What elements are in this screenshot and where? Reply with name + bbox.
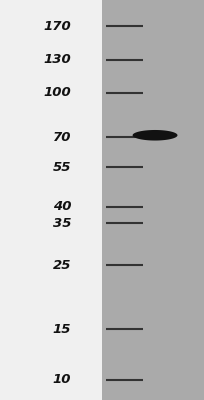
Text: 40: 40 — [53, 200, 71, 213]
Polygon shape — [133, 130, 177, 140]
Text: 55: 55 — [53, 161, 71, 174]
Bar — [0, 0, 102, 400]
Text: 15: 15 — [53, 323, 71, 336]
Text: 25: 25 — [53, 259, 71, 272]
Text: 170: 170 — [44, 20, 71, 33]
Text: 100: 100 — [44, 86, 71, 99]
Bar — [102, 0, 204, 400]
Text: 130: 130 — [44, 53, 71, 66]
Text: 70: 70 — [53, 130, 71, 144]
Text: 10: 10 — [53, 373, 71, 386]
Text: 35: 35 — [53, 217, 71, 230]
